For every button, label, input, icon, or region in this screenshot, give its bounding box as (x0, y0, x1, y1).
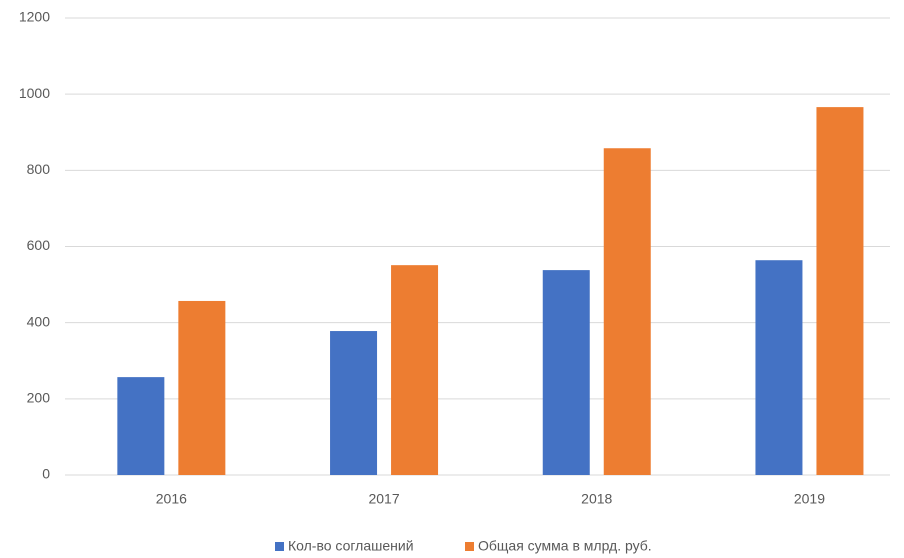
y-tick-label: 600 (27, 237, 51, 253)
bar (755, 260, 803, 475)
bar (816, 107, 864, 476)
y-tick-label: 1000 (19, 85, 50, 101)
legend-swatch (275, 542, 284, 551)
y-tick-label: 400 (27, 313, 51, 329)
y-tick-label: 1200 (19, 9, 50, 25)
bar (330, 331, 378, 475)
bar (178, 300, 226, 475)
y-tick-label: 0 (42, 466, 50, 482)
x-tick-label: 2016 (156, 491, 187, 507)
bar (391, 265, 439, 475)
x-tick-label: 2018 (581, 491, 612, 507)
legend-label: Общая сумма в млрд. руб. (478, 538, 652, 554)
x-tick-label: 2017 (368, 491, 399, 507)
y-tick-label: 200 (27, 390, 51, 406)
x-tick-label: 2019 (794, 491, 825, 507)
legend-swatch (465, 542, 474, 551)
bar (603, 148, 651, 475)
y-tick-label: 800 (27, 161, 51, 177)
bar (542, 270, 590, 475)
bar (117, 377, 165, 475)
legend-label: Кол-во соглашений (288, 538, 414, 554)
